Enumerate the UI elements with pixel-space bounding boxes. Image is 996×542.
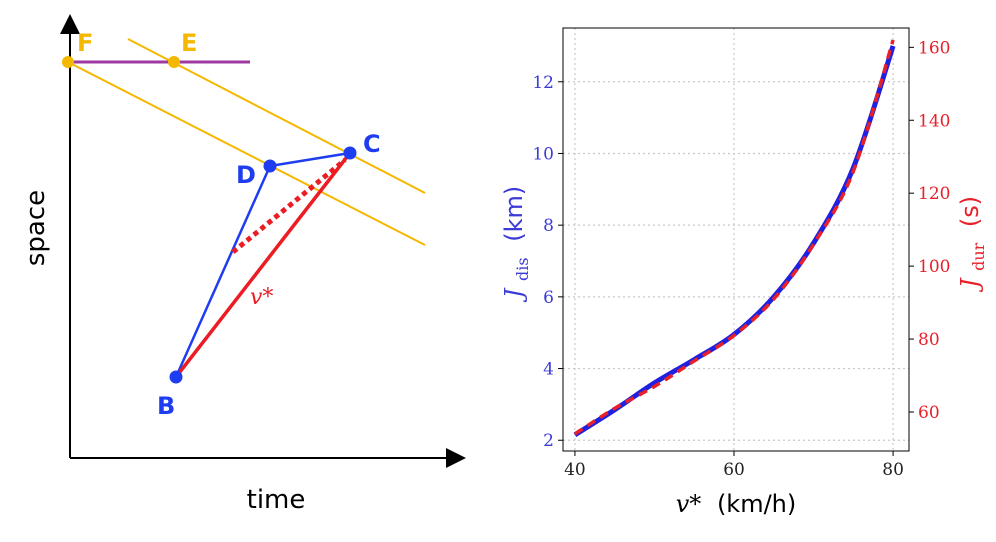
right-tick-label: 120	[918, 184, 950, 204]
point-F-label: F	[77, 29, 93, 57]
point-B-label: B	[157, 392, 175, 420]
left-label-unit: (km)	[500, 186, 528, 242]
point-C-marker	[343, 146, 357, 160]
x-tick-label: 40	[564, 460, 586, 480]
x-label-var: v*	[676, 490, 702, 518]
v-star-label: v*	[250, 285, 273, 310]
x-tick-label: 60	[723, 460, 745, 480]
right-tick-label: 60	[918, 403, 940, 423]
point-E-marker	[168, 56, 180, 68]
chart-x-axis-label: v* (km/h)	[676, 490, 797, 518]
point-D-label: D	[236, 161, 256, 189]
x-label-unit: (km/h)	[717, 490, 796, 518]
right-tick-label: 160	[918, 38, 950, 58]
right-label-unit: (s)	[956, 196, 984, 227]
chart-right-y-axis-label: J dur (s)	[956, 196, 990, 293]
left-label-var: J	[500, 287, 528, 303]
point-D-marker	[263, 159, 277, 173]
point-F-marker	[62, 56, 74, 68]
right-tick-label: 80	[918, 330, 940, 350]
red-dotted-segment	[231, 158, 347, 254]
right-tick-label: 100	[918, 257, 950, 277]
right-tick-label: 140	[918, 111, 950, 131]
x-tick-label: 80	[882, 460, 904, 480]
left-label-sub: dis	[513, 257, 532, 281]
left-y-ticks: 2 4 6 8 10 12	[532, 73, 563, 451]
j-vs-v-chart: 2 4 6 8 10 12 60 80 100 120 140 160 40 60 80 v* (km/…	[500, 27, 990, 518]
left-tick-label: 6	[543, 288, 554, 308]
red-line-v-star	[174, 151, 352, 379]
chart-grid	[563, 28, 909, 451]
left-tick-label: 8	[543, 216, 554, 236]
right-label-sub: dur	[969, 242, 988, 271]
space-time-diagram: F E C D B v* time space	[21, 14, 466, 515]
chart-left-y-axis-label: J dis (km)	[500, 186, 534, 304]
left-tick-label: 4	[543, 360, 554, 380]
point-B-marker	[169, 370, 183, 384]
space-axis-label: space	[21, 190, 51, 266]
point-E-label: E	[181, 29, 197, 57]
left-tick-label: 10	[532, 144, 554, 164]
series-line-j-dur	[573, 39, 895, 436]
time-axis-label: time	[247, 485, 306, 515]
series-layer	[573, 39, 896, 437]
left-tick-label: 2	[543, 431, 554, 451]
plot-frame	[562, 27, 910, 452]
right-y-ticks: 60 80 100 120 140 160	[909, 38, 950, 423]
x-ticks: 40 60 80	[564, 451, 904, 480]
left-tick-label: 12	[532, 73, 554, 93]
right-label-var: J	[956, 277, 984, 293]
point-C-label: C	[363, 130, 381, 158]
yellow-line-from-F	[67, 61, 426, 246]
